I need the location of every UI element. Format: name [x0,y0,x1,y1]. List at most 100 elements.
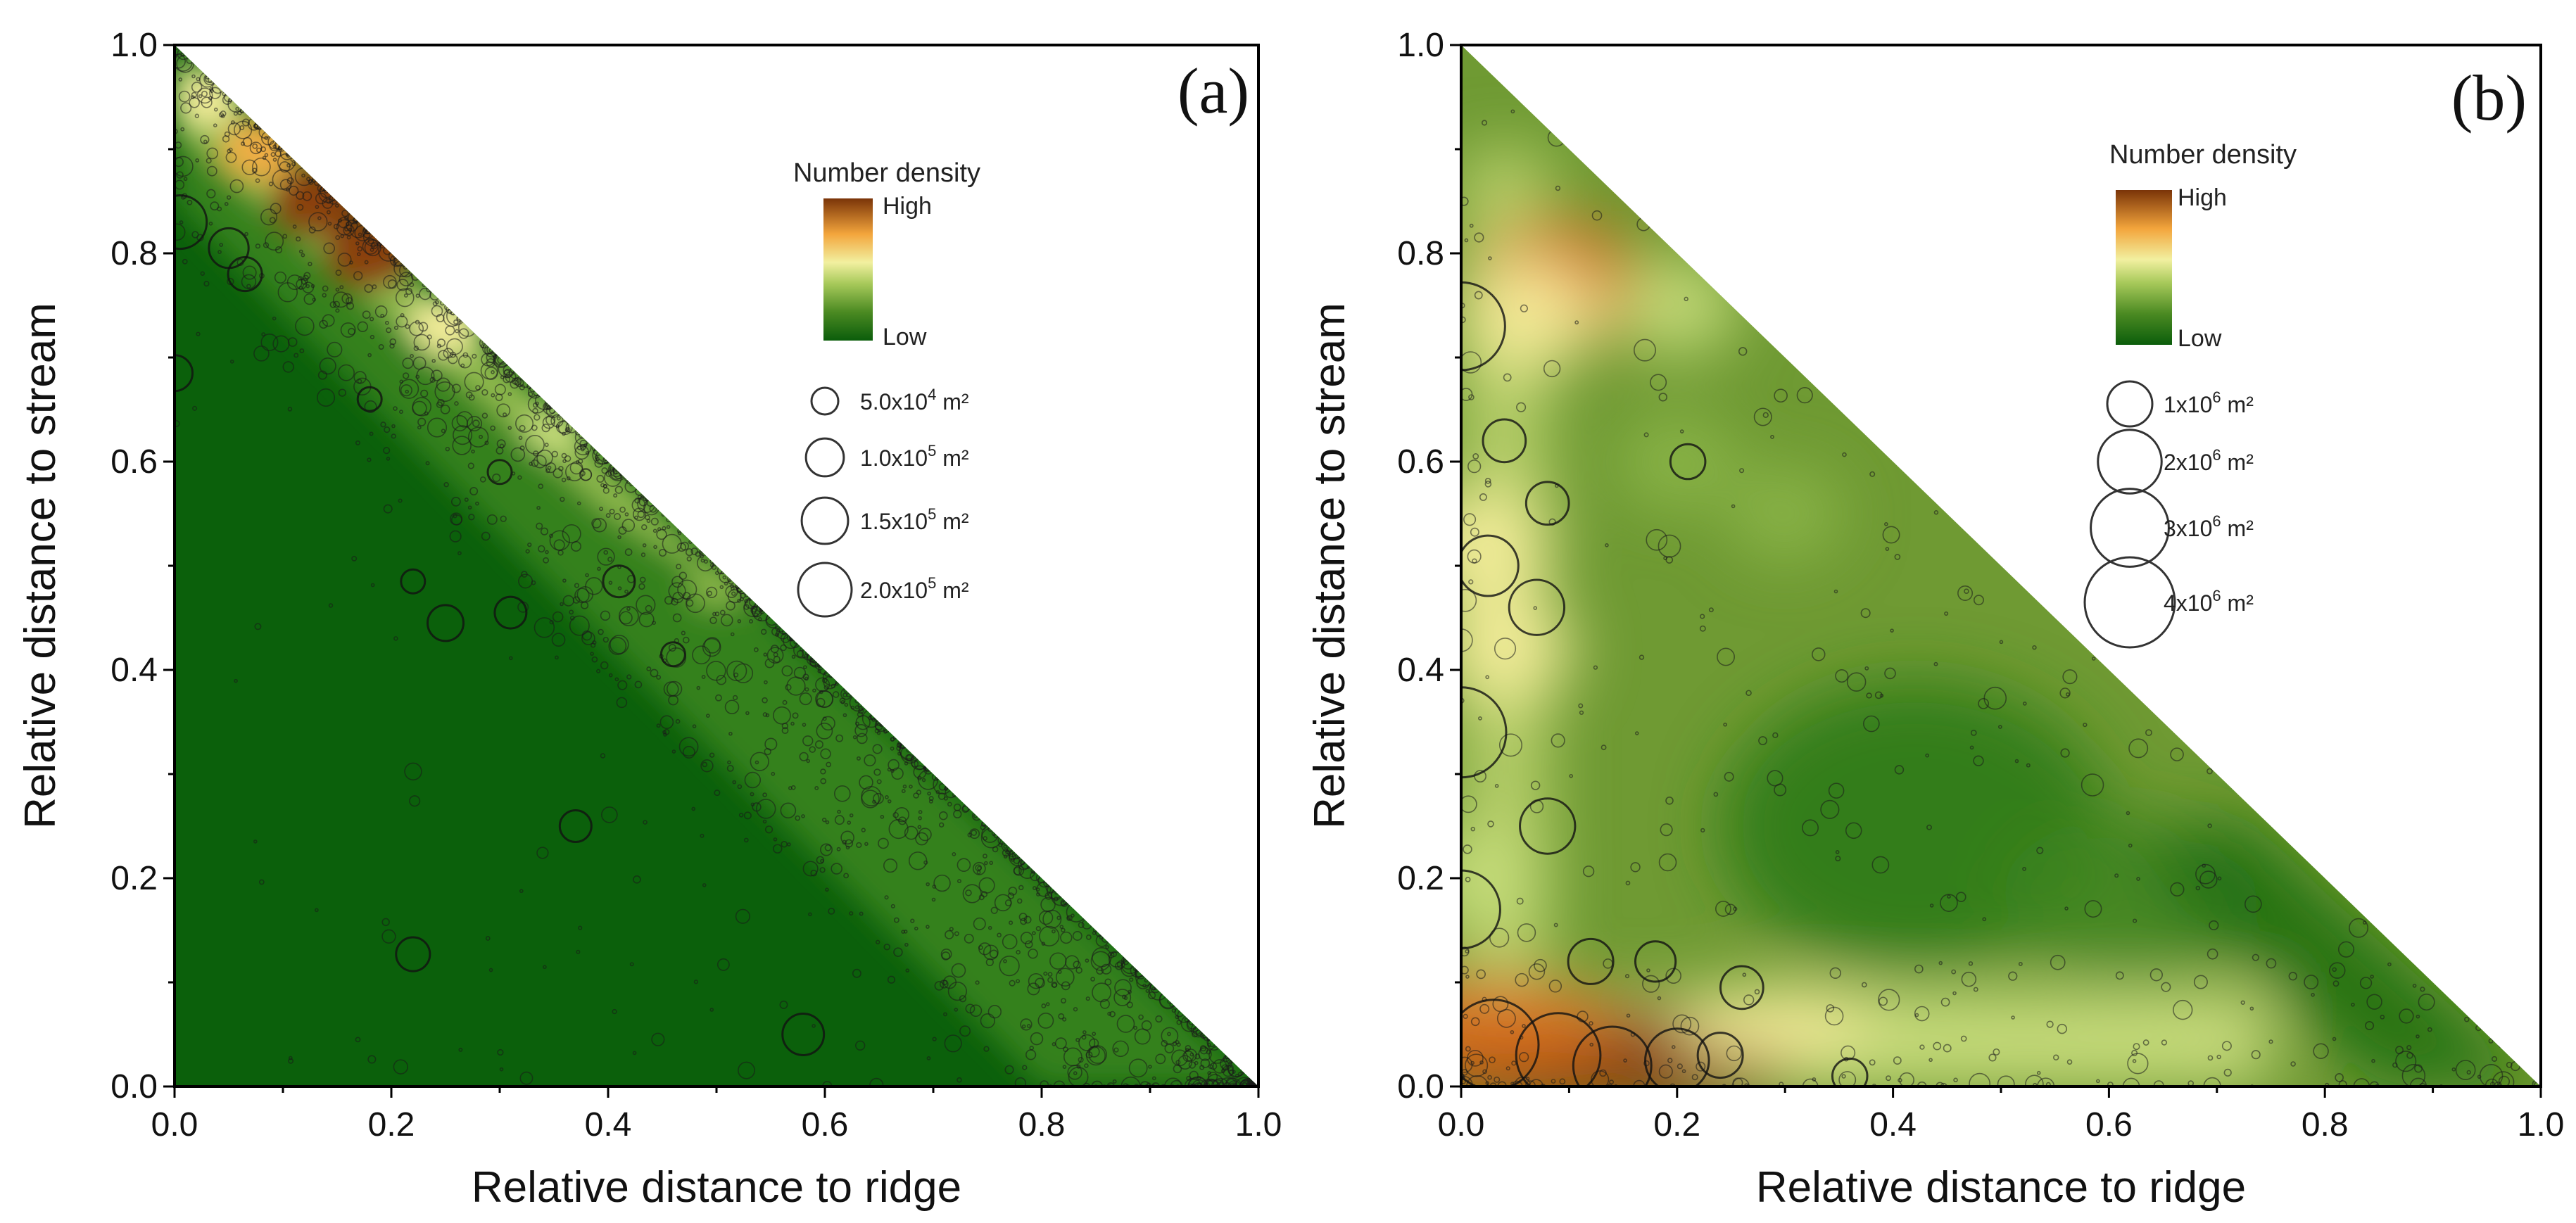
panel-a-small-point [917,825,922,830]
panel-b-small-point [2083,722,2088,728]
panel-a-small-point [702,638,721,657]
panel-a-small-point [374,305,388,318]
panel-b-small-point [2066,1059,2073,1065]
panel-a-small-point [472,353,477,359]
panel-a-small-point [511,377,519,385]
panel-a-small-point [335,235,341,240]
panel-b-small-point [2008,971,2018,981]
panel-b-small-point [2399,1008,2414,1024]
panel-a-small-point [956,1077,962,1083]
panel-a-large-point [427,604,465,642]
panel-a-size-legend-label: 5.0x104 m² [860,386,969,414]
panel-b-small-point [1559,1078,1566,1085]
panel-a-small-point [458,1047,463,1052]
panel-a-small-point [799,692,812,706]
panel-a-small-point [410,354,414,358]
panel-a-large-point [400,568,427,595]
panel-a-small-point [519,424,526,432]
panel-a-small-point [978,942,992,956]
panel-a-small-point [624,512,629,517]
panel-b-small-point [1534,958,1547,972]
panel-b-small-point [1774,388,1788,403]
panel-a-small-point [434,300,439,305]
panel-a-small-point [1037,1012,1054,1029]
panel-a-small-point [1092,982,1112,1003]
panel-a-size-legend-circle [797,562,853,618]
panel-b-small-point [2491,1056,2498,1062]
panel-a-small-point [855,715,871,730]
panel-a-size-legend-circle [804,437,845,478]
panel-a-small-point [1142,983,1147,988]
panel-a-small-point [1169,1002,1174,1008]
panel-a-small-point [338,388,347,397]
panel-a-small-point [233,111,238,116]
panel-b-small-point [1625,880,1631,886]
panel-a-small-point [771,771,776,776]
panel-a-small-point [634,680,643,689]
panel-a-small-point [893,917,899,923]
panel-a-small-point [402,357,414,369]
panel-b-small-point [1494,1076,1501,1083]
panel-a-small-point [545,468,550,474]
panel-b-small-point [1742,972,1747,977]
panel-a-small-point [790,721,795,726]
panel-a-small-point [552,611,564,623]
panel-a-small-point [1081,1034,1087,1040]
panel-a-small-point [213,123,217,127]
panel-b-small-point [1914,964,1924,974]
panel-b-small-point [1926,824,1932,830]
panel-b-small-point [1914,1006,1930,1022]
panel-a-small-point [436,313,445,322]
panel-a-small-point [450,496,461,507]
panel-b-small-point [1973,987,1978,992]
panel-b-small-point [1494,638,1517,660]
panel-a-small-point [409,321,424,336]
panel-a-small-point [727,760,731,765]
panel-a-small-point [443,482,449,488]
panel-b-small-point [1600,744,1607,751]
panel-b-small-point [1835,850,1840,854]
panel-b-small-point [2332,980,2340,987]
panel-a-small-point [596,474,605,483]
panel-a-small-point [529,462,533,467]
panel-a-small-point [792,712,799,719]
panel-a-small-point [643,820,648,825]
panel-b-small-point [2420,987,2425,992]
panel-b-small-point [1732,1077,1743,1086]
panel-a-small-point [619,506,626,513]
panel-a-small-point [464,372,484,392]
panel-a-small-point [398,379,419,399]
panel-b-small-point [1964,588,1969,595]
panel-a-small-point [833,785,851,802]
panel-a-small-point [1122,1083,1129,1086]
panel-b-small-point [1510,109,1515,114]
panel-b-small-point [1860,608,1871,619]
panel-a-small-point [773,652,778,657]
panel-a-small-point [1013,857,1021,864]
panel-a-small-point [626,607,631,612]
panel-a-small-point [835,734,844,742]
panel-a-small-point [815,677,831,692]
panel-a-small-point [810,658,815,663]
panel-a-small-point [468,514,475,521]
panel-b-small-point [2206,768,2213,775]
panel-a-small-point [453,319,459,325]
panel-a-small-point [339,285,344,290]
panel-b-small-point [2207,823,2212,828]
panel-b-small-point [1479,1060,1484,1065]
panel-a-small-point [1020,932,1033,944]
panel-a-small-point [656,723,661,728]
panel-a-small-point [1003,844,1008,849]
panel-b-small-point [1677,1063,1683,1070]
panel-a-small-point [349,260,353,265]
panel-a-small-point [1078,922,1085,928]
panel-a-small-point [872,744,883,754]
panel-b-large-point [1831,1057,1869,1086]
panel-b-small-point [1833,589,1838,594]
panel-a-small-point [348,327,355,336]
panel-a-small-point [755,760,759,765]
panel-b-colorbar: Number density High Low [2109,140,2297,352]
panel-a-small-point [650,668,659,678]
panel-a-small-point [1084,1063,1089,1068]
panel-a-small-point [1112,1079,1117,1084]
